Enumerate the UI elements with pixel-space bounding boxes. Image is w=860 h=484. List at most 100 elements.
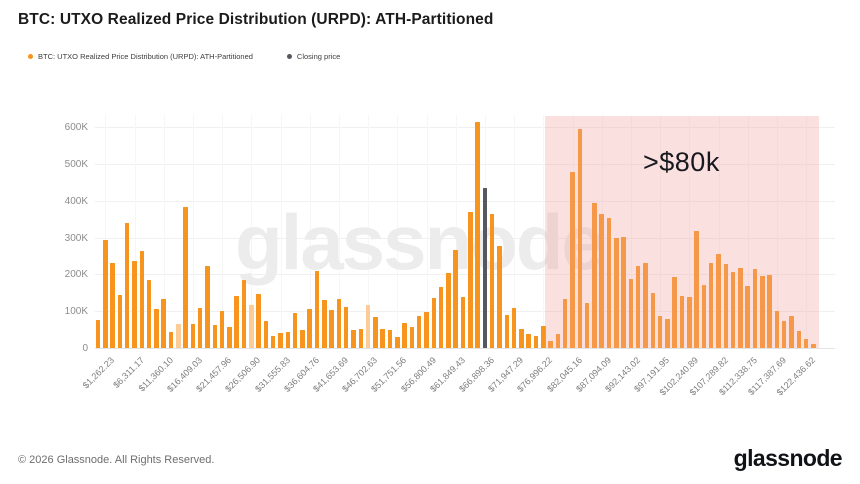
urpd-bar bbox=[760, 275, 765, 348]
urpd-bar bbox=[774, 311, 780, 348]
urpd-bar bbox=[592, 202, 597, 348]
urpd-bar bbox=[541, 325, 546, 348]
urpd-bar bbox=[241, 280, 247, 348]
closing-price-bar bbox=[482, 188, 488, 348]
urpd-bar bbox=[314, 271, 320, 348]
urpd-bar bbox=[665, 318, 670, 348]
v-gridline bbox=[309, 115, 311, 348]
urpd-bar bbox=[343, 306, 349, 348]
urpd-bar bbox=[117, 294, 123, 348]
urpd-bar bbox=[475, 121, 480, 348]
urpd-bar bbox=[431, 297, 437, 348]
urpd-bar bbox=[621, 236, 626, 348]
x-axis-label: $1,262.23 bbox=[80, 355, 117, 391]
urpd-bar bbox=[657, 315, 663, 348]
urpd-bar bbox=[329, 310, 334, 348]
urpd-bar bbox=[285, 331, 291, 348]
urpd-bar bbox=[402, 323, 407, 348]
urpd-bar bbox=[300, 329, 305, 348]
v-gridline bbox=[426, 115, 428, 348]
urpd-bar bbox=[504, 314, 510, 348]
urpd-bar bbox=[212, 324, 218, 348]
urpd-bar-pale bbox=[365, 305, 371, 348]
urpd-bar bbox=[387, 329, 393, 348]
watermark: glassnode bbox=[235, 198, 605, 286]
plot-area: glassnode >$80k $1,262.23 $6,311.17 $11,36… bbox=[81, 115, 835, 397]
v-gridline bbox=[455, 115, 457, 348]
urpd-bar bbox=[409, 327, 415, 348]
urpd-bar bbox=[679, 296, 685, 348]
v-gridline bbox=[630, 115, 632, 348]
urpd-bar bbox=[227, 327, 232, 348]
h-gridline-600K bbox=[95, 127, 835, 129]
urpd-bar bbox=[322, 300, 327, 348]
v-gridline bbox=[543, 115, 545, 348]
y-axis-label: 400K bbox=[64, 195, 88, 207]
urpd-bar bbox=[197, 307, 203, 348]
urpd-bar bbox=[416, 316, 422, 348]
closing-price-dot-icon bbox=[286, 54, 292, 59]
urpd-bar bbox=[395, 337, 400, 348]
urpd-bar bbox=[161, 298, 166, 348]
urpd-bar bbox=[219, 311, 225, 348]
urpd-bar bbox=[460, 296, 466, 348]
urpd-bar bbox=[599, 213, 604, 348]
urpd-bar bbox=[584, 303, 590, 348]
h-gridline-0 bbox=[95, 348, 835, 349]
v-gridline bbox=[718, 115, 720, 348]
urpd-bar bbox=[781, 321, 787, 348]
copyright-text: © 2026 Glassnode. All Rights Reserved. bbox=[18, 454, 215, 466]
v-gridline bbox=[338, 115, 340, 348]
v-gridline bbox=[251, 115, 253, 348]
legend-item-urpd[interactable]: BTC: UTXO Realized Price Distribution (U… bbox=[28, 52, 253, 61]
urpd-bar bbox=[95, 320, 101, 348]
urpd-bar bbox=[650, 293, 656, 348]
urpd-bar bbox=[168, 331, 174, 348]
urpd-bar bbox=[723, 264, 729, 348]
h-gridline-300K bbox=[95, 237, 835, 239]
legend-item-closing-price[interactable]: Closing price bbox=[286, 52, 341, 61]
y-axis-label: 100K bbox=[64, 306, 88, 318]
urpd-bar bbox=[548, 340, 553, 348]
legend-label-closing-price: Closing price bbox=[296, 52, 341, 61]
urpd-bar-pale bbox=[249, 304, 254, 348]
v-gridline bbox=[134, 115, 136, 348]
urpd-bar bbox=[124, 223, 130, 348]
v-gridline bbox=[806, 115, 808, 348]
v-gridline bbox=[163, 115, 165, 348]
urpd-bar bbox=[292, 313, 298, 348]
legend-label-urpd: BTC: UTXO Realized Price Distribution (U… bbox=[38, 52, 253, 61]
urpd-bar bbox=[270, 336, 276, 348]
urpd-bar bbox=[234, 295, 239, 348]
urpd-bar bbox=[796, 331, 802, 348]
urpd-bar bbox=[380, 328, 385, 348]
urpd-bar bbox=[468, 212, 473, 348]
urpd-bar bbox=[139, 250, 145, 348]
y-axis-label: 500K bbox=[64, 159, 88, 171]
urpd-bar bbox=[562, 299, 568, 348]
urpd-bar bbox=[767, 275, 772, 348]
h-gridline-400K bbox=[95, 200, 835, 202]
above-80k-region-band bbox=[544, 116, 820, 348]
v-gridline bbox=[397, 115, 399, 348]
urpd-bar bbox=[373, 317, 378, 348]
urpd-bar bbox=[511, 308, 517, 348]
urpd-bar bbox=[103, 239, 108, 348]
h-gridline-500K bbox=[95, 164, 835, 166]
urpd-bar bbox=[307, 308, 312, 348]
v-gridline bbox=[280, 115, 282, 348]
urpd-bar bbox=[190, 324, 196, 348]
urpd-bar bbox=[132, 260, 137, 348]
urpd-bar bbox=[745, 285, 750, 348]
urpd-bar bbox=[570, 172, 575, 348]
urpd-bar bbox=[803, 338, 809, 348]
urpd-bar bbox=[606, 217, 612, 348]
v-gridline bbox=[689, 115, 691, 348]
y-axis-label: 300K bbox=[64, 232, 88, 244]
urpd-bar bbox=[643, 263, 648, 348]
urpd-bar bbox=[526, 334, 531, 348]
y-axis-label: 600K bbox=[64, 122, 88, 134]
region-annotation: >$80k bbox=[643, 147, 720, 177]
